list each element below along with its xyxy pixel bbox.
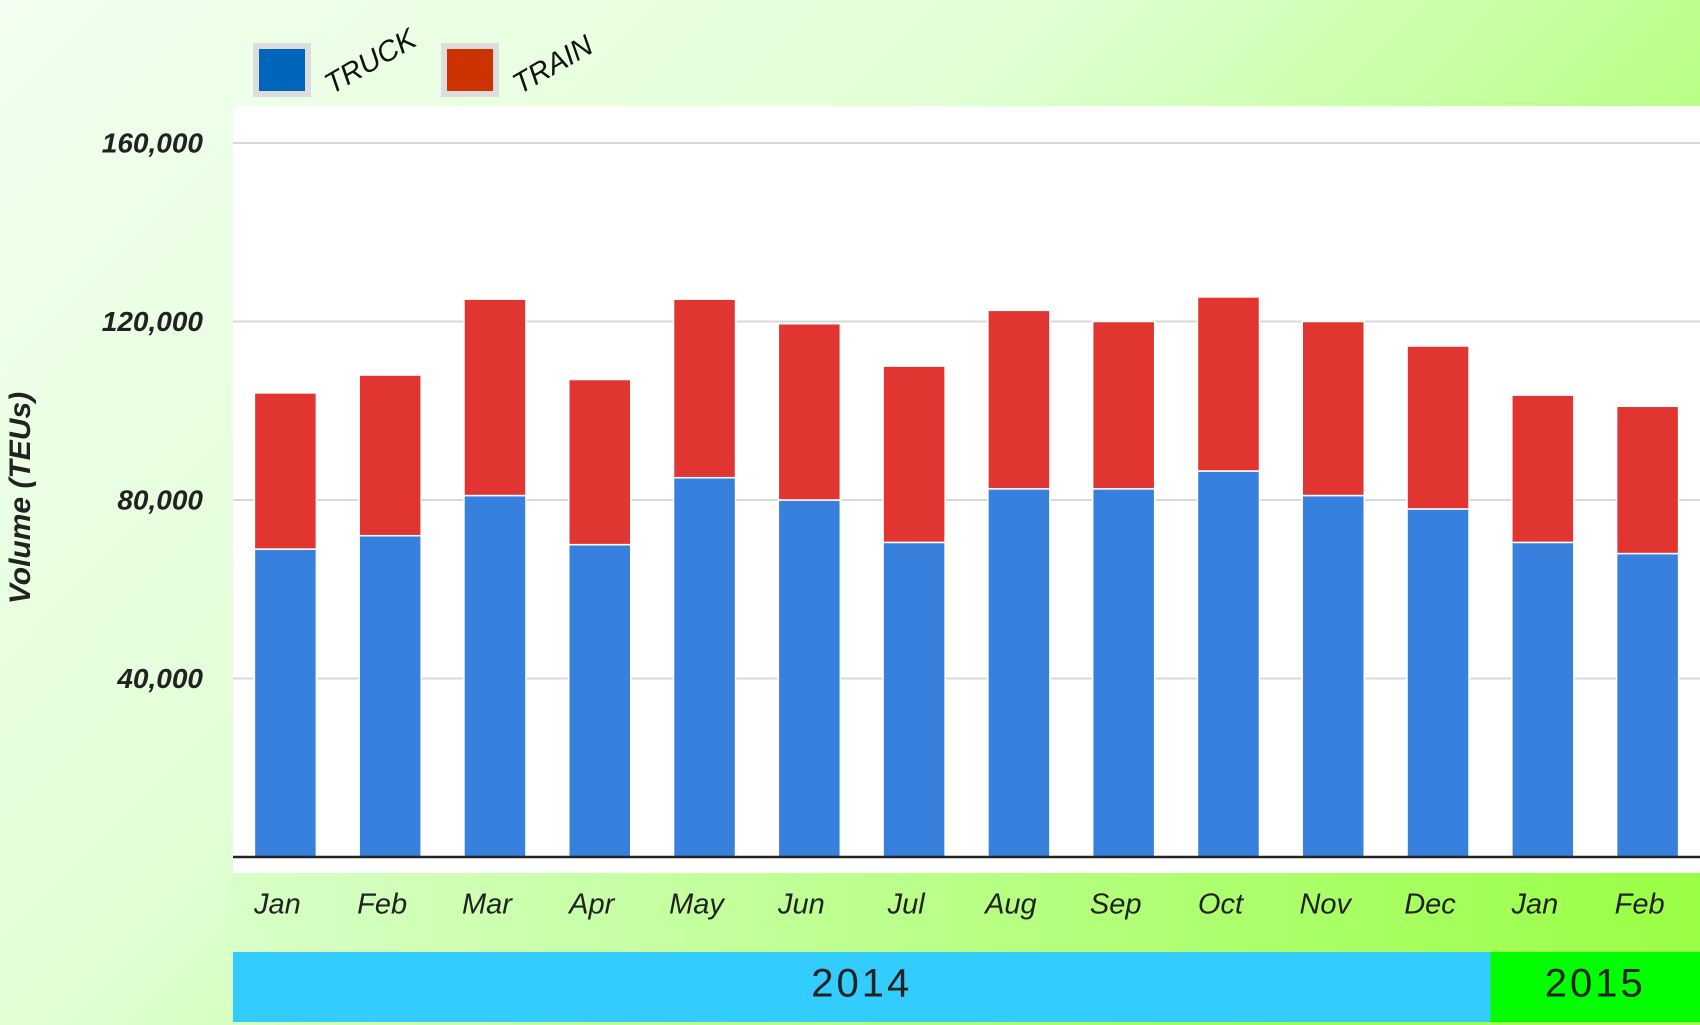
bar-segment bbox=[1091, 320, 1156, 490]
x-tick-label: Dec bbox=[1404, 889, 1456, 921]
bar-segment bbox=[777, 499, 842, 858]
bar-segment bbox=[672, 298, 737, 479]
bar-segment bbox=[358, 374, 422, 537]
bar-segment bbox=[1196, 296, 1261, 472]
bar-segment bbox=[1615, 552, 1680, 858]
bar-segment bbox=[1406, 508, 1470, 858]
bar-segment bbox=[463, 298, 527, 497]
y-tick-label: 40,000 bbox=[116, 663, 203, 694]
x-tick-label: Apr bbox=[567, 889, 615, 921]
year-band bbox=[233, 952, 1491, 1022]
bar-segment bbox=[1091, 488, 1156, 858]
plot-area bbox=[233, 106, 1700, 873]
x-tick-label: Oct bbox=[1198, 889, 1245, 921]
x-tick-label: Jan bbox=[253, 889, 301, 921]
y-axis-label: Volume (TEUs) bbox=[4, 392, 37, 604]
bar-segment bbox=[253, 392, 318, 550]
legend-swatch bbox=[259, 49, 305, 91]
bar-segment bbox=[987, 309, 1051, 490]
x-tick-label: Jan bbox=[1510, 889, 1558, 921]
y-tick-label: 160,000 bbox=[102, 127, 204, 158]
x-tick-label: May bbox=[669, 889, 725, 921]
bar-segment bbox=[882, 541, 946, 858]
x-tick-label: Aug bbox=[983, 889, 1037, 921]
x-tick-label: Jun bbox=[777, 889, 825, 921]
bar-segment bbox=[1615, 405, 1680, 555]
bar-segment bbox=[1511, 394, 1575, 544]
year-label: 2014 bbox=[811, 962, 912, 1006]
bar-segment bbox=[358, 534, 422, 858]
month-band bbox=[233, 873, 1700, 952]
x-tick-label: Mar bbox=[462, 889, 513, 921]
x-tick-label: Jul bbox=[887, 889, 927, 921]
bar-segment bbox=[1301, 494, 1365, 858]
bar-segment bbox=[882, 365, 946, 544]
bar-segment bbox=[568, 378, 632, 546]
x-tick-label: Nov bbox=[1299, 889, 1352, 921]
year-label: 2015 bbox=[1545, 962, 1646, 1006]
bar-segment bbox=[568, 543, 632, 858]
bar-segment bbox=[672, 476, 737, 858]
bar-segment bbox=[1511, 541, 1575, 858]
x-tick-label: Feb bbox=[1615, 889, 1665, 921]
bar-segment bbox=[1196, 470, 1261, 858]
bar-segment bbox=[1406, 345, 1470, 510]
legend-swatch bbox=[447, 49, 493, 91]
bar-segment bbox=[1301, 320, 1365, 497]
x-tick-label: Feb bbox=[357, 889, 407, 921]
bar-segment bbox=[463, 494, 527, 858]
year-band bbox=[1490, 952, 1700, 1022]
y-tick-label: 120,000 bbox=[102, 306, 204, 337]
y-tick-label: 80,000 bbox=[117, 484, 203, 515]
bar-segment bbox=[777, 322, 842, 501]
x-tick-label: Sep bbox=[1090, 889, 1142, 921]
bar-segment bbox=[987, 488, 1051, 858]
bar-segment bbox=[253, 548, 318, 858]
